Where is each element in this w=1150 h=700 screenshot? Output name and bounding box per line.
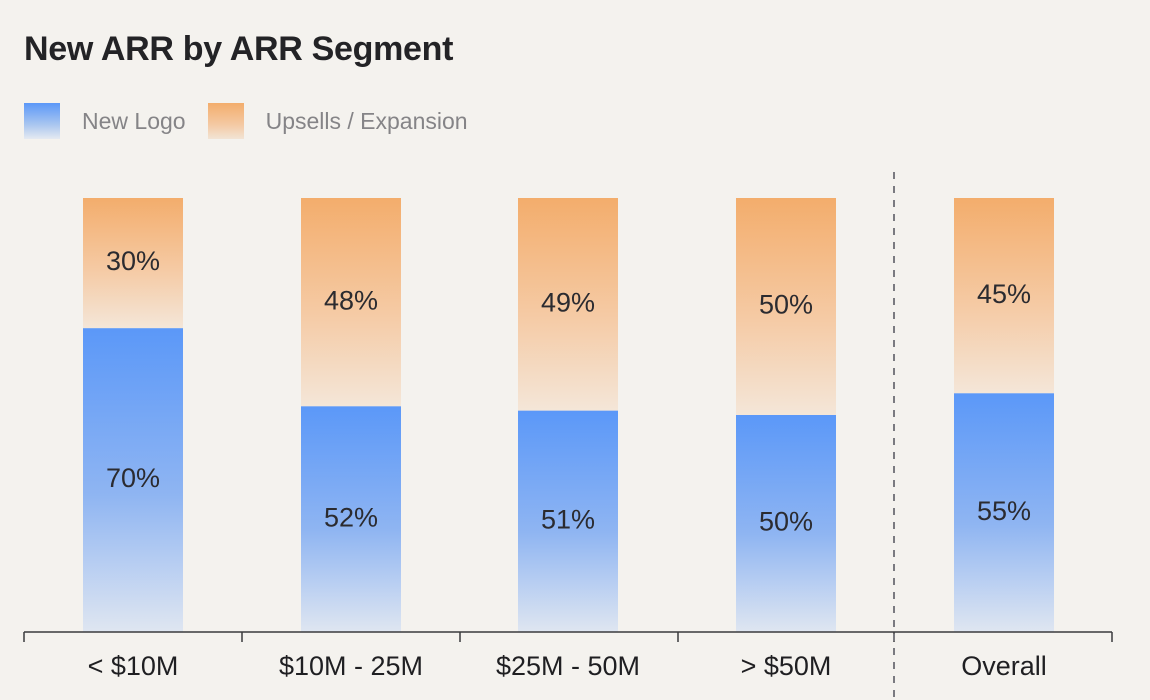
legend-item-new-logo: New Logo (24, 103, 186, 139)
bar-upsells-2 (301, 198, 401, 407)
bars-layer: 30% 70% 48% 52% 49% 51% 50% 50% 45% 55% (83, 198, 1054, 632)
data-label-new-logo-5: 55% (977, 496, 1031, 526)
data-label-upsells-1: 30% (106, 246, 160, 276)
legend-label-upsells-expansion: Upsells / Expansion (265, 107, 468, 134)
bar-new-logo-4 (736, 415, 836, 632)
x-axis: < $10M $10M - 25M $25M - 50M > $50M Overall (23, 172, 1113, 700)
legend-item-upsells-expansion: Upsells / Expansion (207, 103, 468, 139)
data-label-new-logo-3: 51% (541, 504, 595, 534)
data-label-new-logo-2: 52% (324, 502, 378, 532)
data-label-new-logo-4: 50% (759, 507, 813, 537)
legend-swatch-upsells-expansion (207, 103, 244, 139)
bar-new-logo-3 (518, 410, 618, 632)
bar-upsells-5 (954, 198, 1054, 394)
x-tick-label-overall: Overall (961, 651, 1047, 681)
bar-upsells-3 (518, 198, 618, 411)
bar-upsells-4 (736, 198, 836, 415)
bar-new-logo-5 (954, 393, 1054, 632)
data-label-new-logo-1: 70% (106, 463, 160, 493)
bar-new-logo-1 (83, 328, 183, 632)
bar-new-logo-2 (301, 406, 401, 632)
x-tick-label-10m: < $10M (88, 651, 179, 681)
chart-legend: New Logo Upsells / Expansion (24, 103, 490, 139)
legend-swatch-new-logo (24, 103, 60, 139)
chart-title: New ARR by ARR Segment (24, 30, 454, 68)
data-label-upsells-4: 50% (759, 290, 813, 320)
legend-label-new-logo: New Logo (82, 107, 186, 134)
data-label-upsells-2: 48% (324, 285, 378, 315)
data-label-upsells-5: 45% (977, 279, 1031, 309)
data-label-upsells-3: 49% (541, 287, 595, 317)
bar-upsells-1 (83, 198, 183, 329)
x-tick-label-50m: > $50M (741, 651, 832, 681)
x-tick-label-10m-25m: $10M - 25M (279, 651, 423, 681)
x-tick-label-25m-50m: $25M - 50M (496, 651, 640, 681)
